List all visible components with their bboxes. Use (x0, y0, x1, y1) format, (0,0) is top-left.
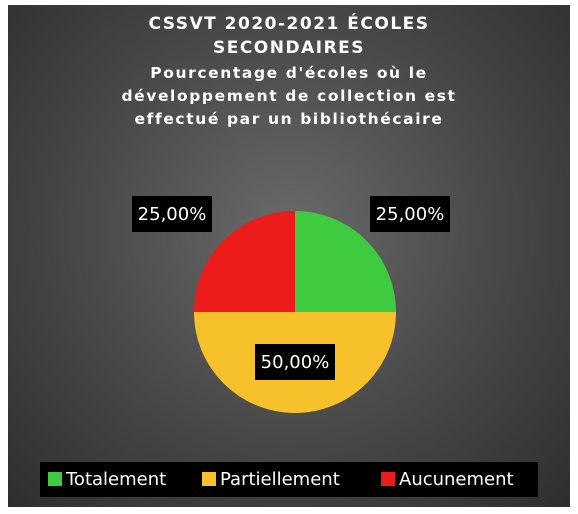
pie-slice (295, 211, 396, 312)
legend-swatch (48, 472, 62, 486)
legend-label: Aucunement (399, 469, 514, 490)
pie-slice (194, 211, 295, 312)
data-label-box (370, 196, 450, 232)
chart-subtitle: Pourcentage d'écoles où le développement… (121, 64, 457, 128)
data-label: 25,00% (376, 204, 445, 225)
data-label-box (255, 344, 335, 380)
data-label: 50,00% (261, 352, 330, 373)
subtitle-box: Pourcentage d'écoles où le développement… (0, 62, 578, 131)
title-box: CSSVT 2020-2021 ÉCOLES SECONDAIRES (0, 12, 578, 60)
legend-swatch (202, 472, 216, 486)
legend-swatch (381, 472, 395, 486)
legend-label: Totalement (65, 469, 166, 490)
legend-label: Partiellement (220, 469, 340, 490)
data-label: 25,00% (138, 204, 207, 225)
chart-title: CSSVT 2020-2021 ÉCOLES SECONDAIRES (148, 14, 430, 58)
legend-box (40, 462, 538, 497)
data-label-box (132, 196, 212, 232)
